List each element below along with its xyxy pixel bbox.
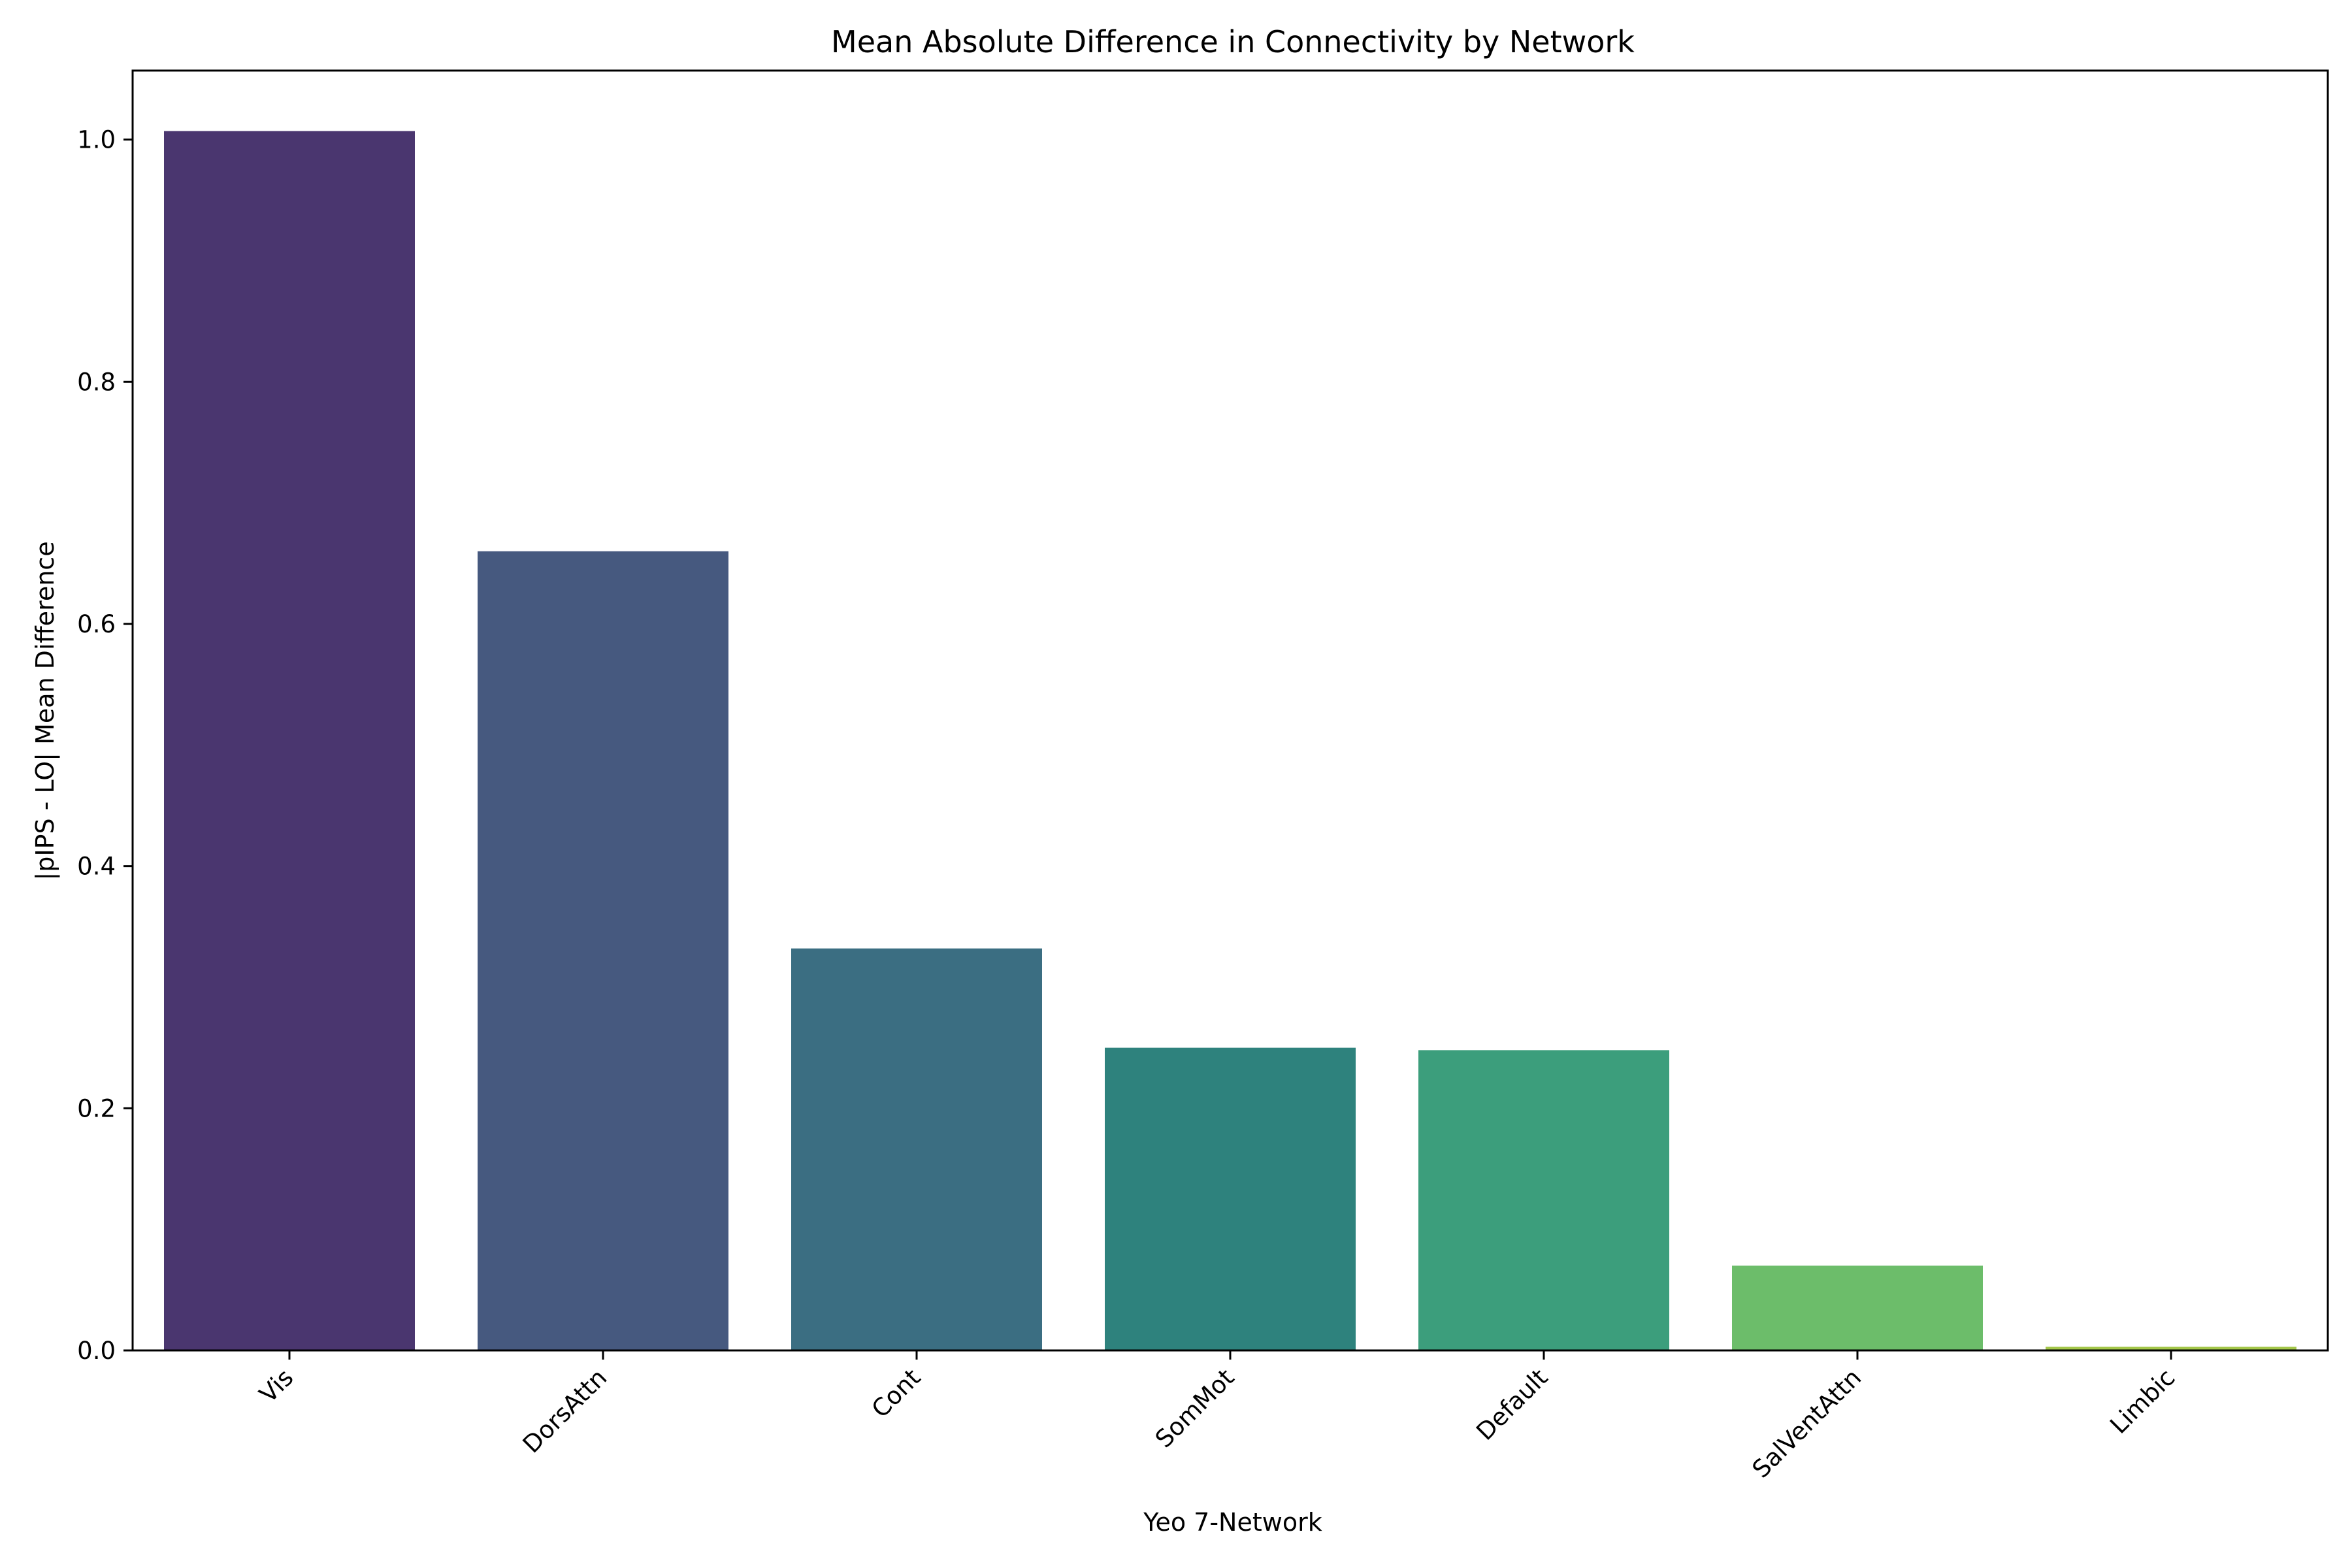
y-tick-label: 0.8 <box>77 368 116 396</box>
x-axis-label: Yeo 7-Network <box>1143 1508 1322 1537</box>
y-tick-label: 0.4 <box>77 853 116 881</box>
bar-sommot <box>1105 1047 1356 1350</box>
y-tick-label: 0.6 <box>77 610 116 638</box>
bar-vis <box>164 131 415 1350</box>
y-axis-label: |pIPS - LO| Mean Difference <box>31 541 60 880</box>
bar-salventattn <box>1732 1266 1983 1350</box>
bar-limbic <box>2046 1347 2296 1350</box>
y-tick-label: 1.0 <box>77 126 116 154</box>
y-tick-label: 0.0 <box>77 1337 116 1365</box>
bar-dorsattn <box>478 551 728 1350</box>
bar-cont <box>791 948 1042 1350</box>
plot-frame <box>131 69 2329 1352</box>
chart-title: Mean Absolute Difference in Connectivity… <box>831 24 1635 59</box>
bar-default <box>1418 1050 1669 1350</box>
y-tick-label: 0.2 <box>77 1094 116 1122</box>
